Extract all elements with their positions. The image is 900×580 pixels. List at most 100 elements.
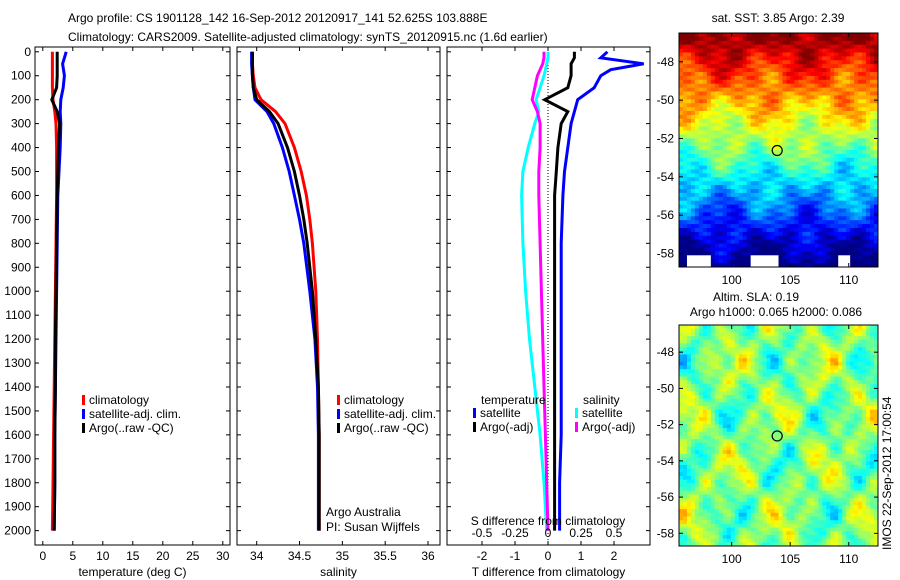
heatmap-cell	[846, 79, 851, 85]
heatmap-cell	[778, 343, 783, 348]
heatmap-cell	[734, 118, 740, 124]
heatmap-cell	[730, 413, 736, 418]
heatmap-cell	[706, 402, 712, 407]
heatmap-cell	[694, 224, 700, 229]
heatmap-cell	[850, 406, 855, 411]
heatmap-cell	[806, 126, 811, 131]
heatmap-cell	[710, 450, 716, 455]
heatmap-cell	[734, 420, 740, 425]
heatmap-cell	[874, 83, 879, 88]
heatmap-cell	[834, 235, 839, 241]
heatmap-cell	[730, 165, 736, 170]
heatmap-cell	[706, 138, 712, 143]
heatmap-cell	[794, 138, 799, 143]
heatmap-cell	[818, 200, 823, 205]
heatmap-cell	[750, 165, 756, 170]
heatmap-cell	[698, 181, 704, 186]
heatmap-cell	[782, 111, 787, 116]
heatmap-cell	[706, 72, 712, 77]
heatmap-cell	[818, 439, 823, 444]
heatmap-cell	[810, 224, 815, 229]
heatmap-cell	[810, 64, 815, 69]
heatmap-cell	[854, 387, 859, 392]
heatmap-cell	[718, 56, 724, 61]
heatmap-cell	[730, 406, 736, 411]
heatmap-cell	[766, 91, 771, 96]
legend-swatch	[82, 423, 85, 433]
heatmap-cell	[746, 247, 752, 252]
heatmap-cell	[838, 122, 843, 127]
heatmap-cell	[714, 114, 720, 120]
heatmap-cell	[870, 95, 875, 100]
heatmap-cell	[826, 173, 831, 178]
heatmap-cell	[802, 91, 807, 96]
heatmap-cell	[854, 354, 859, 359]
heatmap-cell	[838, 259, 843, 264]
heatmap-cell	[870, 114, 875, 120]
heatmap-cell	[690, 450, 696, 455]
heatmap-cell	[686, 343, 692, 348]
heatmap-cell	[850, 122, 855, 127]
heatmap-cell	[742, 372, 748, 377]
heatmap-cell	[802, 173, 807, 178]
heatmap-cell	[866, 157, 871, 163]
heatmap-cell	[762, 435, 767, 440]
heatmap-cell	[722, 138, 728, 143]
heatmap-cell	[686, 173, 692, 178]
heatmap-cell	[679, 398, 684, 403]
heatmap-cell	[702, 68, 708, 73]
heatmap-cell	[834, 142, 839, 147]
heatmap-cell	[706, 409, 712, 414]
heatmap-cell	[794, 380, 799, 385]
heatmap-cell	[762, 173, 767, 178]
heatmap-cell	[734, 114, 740, 120]
heatmap-cell	[690, 79, 696, 85]
heatmap-cell	[834, 173, 839, 178]
heatmap-cell	[854, 91, 859, 96]
heatmap-cell	[762, 204, 767, 209]
heatmap-cell	[794, 409, 799, 414]
heatmap-cell	[838, 157, 843, 163]
heatmap-cell	[679, 196, 684, 202]
heatmap-cell	[714, 358, 720, 363]
heatmap-cell	[762, 72, 767, 77]
heatmap-cell	[854, 328, 859, 333]
heatmap-cell	[714, 431, 720, 436]
heatmap-cell	[870, 409, 875, 414]
heatmap-cell	[858, 169, 863, 174]
heatmap-cell	[846, 343, 851, 348]
heatmap-cell	[718, 398, 724, 403]
heatmap-cell	[794, 87, 799, 92]
heatmap-cell	[822, 56, 827, 61]
heatmap-cell	[734, 72, 740, 77]
heatmap-cell	[714, 157, 720, 163]
heatmap-cell	[826, 44, 831, 49]
heatmap-cell	[806, 239, 811, 244]
heatmap-cell	[766, 376, 771, 381]
heatmap-cell	[710, 387, 716, 392]
heatmap-cell	[730, 103, 736, 108]
heatmap-cell	[794, 228, 799, 233]
heatmap-cell	[798, 212, 803, 217]
heatmap-cell	[770, 358, 775, 363]
heatmap-cell	[838, 369, 843, 374]
heatmap-cell	[842, 56, 847, 61]
heatmap-cell	[762, 394, 767, 400]
heatmap-cell	[850, 130, 855, 135]
heatmap-cell	[746, 428, 752, 433]
heatmap-cell	[846, 64, 851, 69]
heatmap-cell	[786, 332, 791, 337]
heatmap-cell	[754, 224, 759, 229]
heatmap-cell	[682, 169, 688, 174]
heatmap-cell	[686, 409, 692, 414]
heatmap-cell	[714, 189, 720, 194]
heatmap-cell	[782, 446, 787, 451]
heatmap-cell	[694, 417, 700, 422]
salinity-panel: 34 34.5 35 35.5 36salinityclimatologysatelli…	[236, 46, 441, 579]
heatmap-cell	[738, 196, 744, 202]
heatmap-cell	[870, 153, 875, 159]
heatmap-cell	[698, 417, 704, 422]
heatmap-cell	[778, 347, 783, 352]
heatmap-cell	[790, 64, 795, 69]
heatmap-cell	[806, 247, 811, 252]
